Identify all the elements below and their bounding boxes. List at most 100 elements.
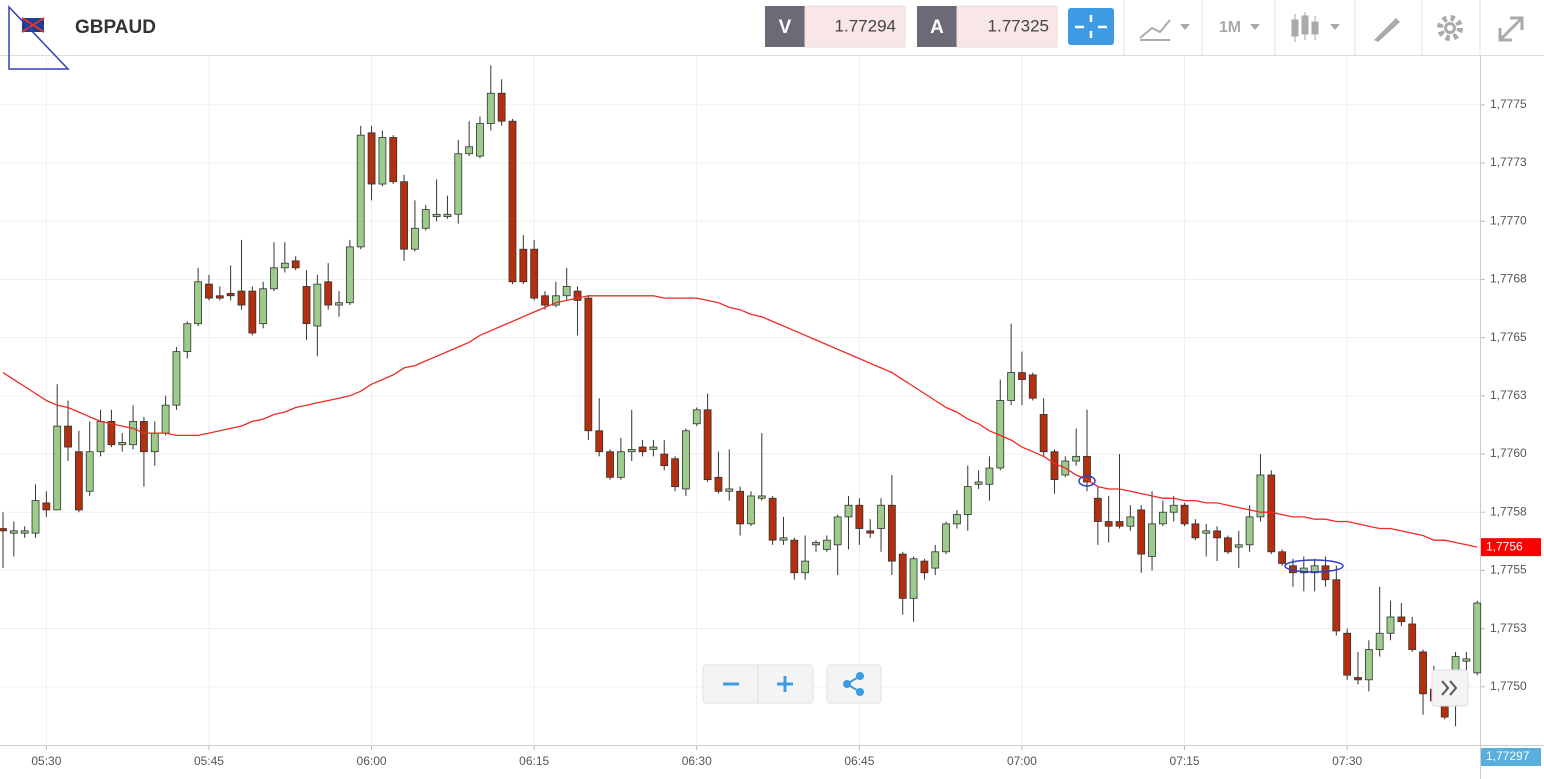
candle-body	[887, 504, 896, 562]
bid-button[interactable]	[765, 6, 805, 47]
toolbar-separators	[1123, 0, 1481, 55]
y-tick-label: 1,7765	[1490, 330, 1527, 344]
candle-body	[1104, 521, 1113, 527]
timeframe[interactable]: 1M	[1219, 19, 1241, 36]
candle-body	[541, 295, 549, 306]
x-tick-label: 07:15	[1170, 754, 1200, 768]
candle-body	[1419, 651, 1427, 695]
candle-body	[931, 551, 940, 569]
candle-body	[280, 262, 289, 269]
y-tick-label: 1,7773	[1490, 155, 1527, 169]
candle-body	[356, 134, 365, 248]
candle-body	[1137, 509, 1146, 555]
ask-box[interactable]	[956, 5, 1058, 48]
candle-body	[400, 181, 408, 250]
candle-body	[1310, 565, 1319, 574]
candle-body	[573, 290, 582, 301]
candle-body	[1299, 567, 1308, 574]
candle-body	[345, 246, 354, 304]
candle-body	[454, 153, 463, 215]
price-label-box	[1481, 748, 1541, 766]
candle-body	[1462, 658, 1471, 662]
candle-body	[736, 490, 745, 525]
candle-body	[1093, 497, 1102, 522]
candle-body	[703, 409, 712, 481]
candle-body	[172, 351, 181, 406]
y-tick-label: 1,7775	[1490, 97, 1527, 111]
candle-body	[476, 123, 484, 157]
y-tick-label: 1,7763	[1490, 388, 1527, 402]
candle-body	[833, 516, 842, 546]
share-button[interactable]	[826, 664, 882, 704]
candle-body	[584, 297, 593, 432]
x-tick-label: 06:45	[844, 754, 874, 768]
candle-body	[1332, 579, 1341, 632]
bid-box[interactable]	[804, 5, 906, 48]
drawn-ellipse	[1078, 475, 1096, 487]
candle-body	[595, 430, 604, 453]
candle-body	[313, 283, 322, 327]
candle-body	[85, 451, 94, 492]
candle-body	[942, 523, 950, 553]
x-tick-label: 06:15	[519, 754, 549, 768]
settings-icon[interactable]	[1437, 15, 1463, 41]
y-tick-label: 1,7753	[1490, 621, 1527, 635]
candle-body	[1039, 414, 1048, 453]
drawing-tool-icon[interactable]	[1374, 18, 1400, 42]
candle-body	[302, 286, 311, 325]
candle-body	[1028, 374, 1037, 399]
candle-icon[interactable]	[1291, 12, 1319, 42]
candle-body	[616, 451, 625, 478]
x-tick-label: 07:00	[1007, 754, 1037, 768]
chart-type-icon[interactable]	[1139, 19, 1171, 41]
symbol: GBPAUD	[75, 17, 156, 38]
x-tick-label: 05:45	[194, 754, 224, 768]
y-tick-label: 1,7770	[1490, 213, 1527, 227]
candle-body	[1278, 551, 1287, 564]
zoom-in[interactable]	[777, 676, 793, 692]
candle-body	[812, 542, 820, 546]
candle-body	[1224, 537, 1232, 553]
candle-body	[866, 530, 875, 534]
ask-label: A	[930, 17, 944, 38]
candle-body	[1397, 616, 1406, 623]
y-tick-label: 1,7768	[1490, 272, 1527, 286]
scroll-latest[interactable]	[1431, 669, 1469, 707]
candle-body	[844, 504, 853, 518]
candle-body	[291, 260, 300, 269]
candle-body	[1148, 523, 1156, 557]
candle-body	[1343, 632, 1352, 676]
candle-body	[432, 213, 441, 218]
ask-button[interactable]	[917, 6, 957, 47]
fullscreen-icon[interactable]	[1498, 16, 1524, 42]
x-tick-label: 06:30	[682, 754, 712, 768]
candle-body	[768, 497, 777, 541]
candle-body	[877, 504, 885, 529]
candle-body	[671, 458, 679, 488]
candle-body	[150, 432, 159, 453]
candle-body	[660, 453, 669, 467]
candle-body	[627, 448, 636, 453]
crosshair-button[interactable]	[1068, 8, 1114, 45]
candle-body	[226, 293, 235, 297]
candle-body	[53, 425, 62, 511]
candle-body	[64, 425, 72, 448]
bid-label: V	[779, 17, 792, 38]
candle-body	[779, 537, 788, 541]
price-label: 1,77297	[1486, 749, 1530, 763]
candle-body	[486, 92, 495, 124]
price-label: 1,7756	[1486, 539, 1523, 553]
candle-body	[898, 553, 907, 599]
flag-cross	[21, 17, 45, 33]
bid-price: 1.77294	[835, 16, 896, 35]
candle-body	[1256, 474, 1265, 518]
candle-body	[1321, 565, 1330, 581]
plot-area: 1,7775 1,7773 1,7770 1,7768 1,7765 1,7763 1,77…	[0, 56, 1544, 779]
candle-body	[443, 213, 452, 218]
moving-average-line	[2, 295, 1478, 548]
candle-body	[1364, 649, 1373, 681]
candle-body	[714, 476, 723, 492]
candle-body	[1191, 523, 1200, 539]
candle-body	[1018, 372, 1026, 380]
